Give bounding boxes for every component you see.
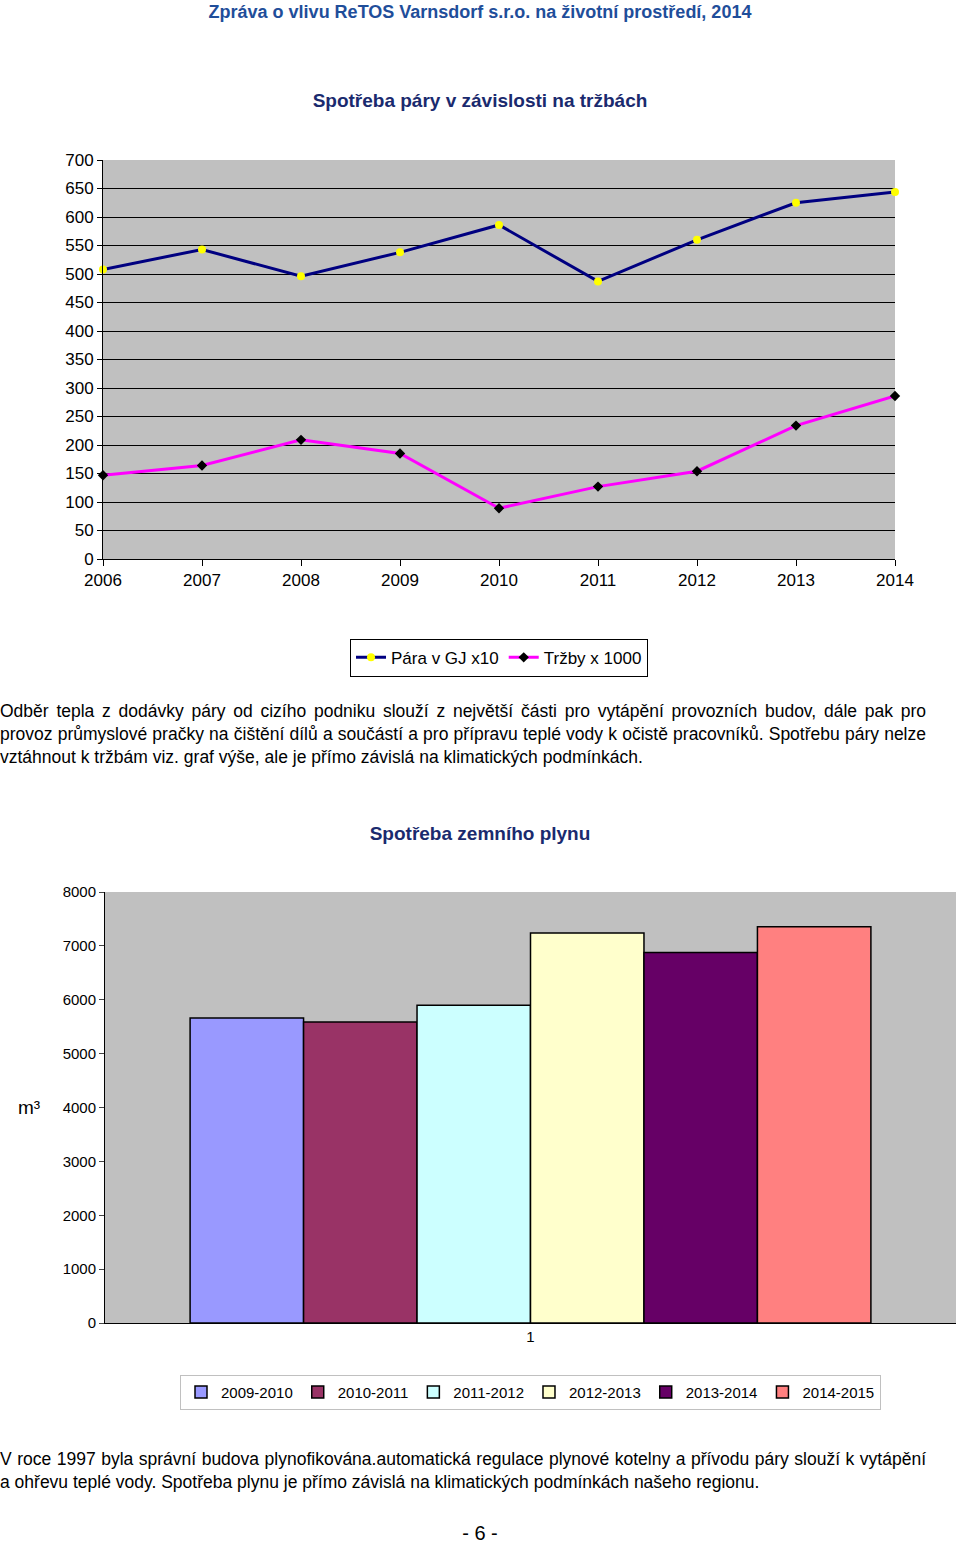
svg-text:400: 400 <box>65 322 93 341</box>
svg-text:2010-2011: 2010-2011 <box>338 1384 409 1401</box>
svg-text:Spotřeba zemního plynu: Spotřeba zemního plynu <box>370 823 591 844</box>
svg-text:500: 500 <box>65 265 93 284</box>
svg-text:2011-2012: 2011-2012 <box>453 1384 524 1401</box>
svg-text:2013: 2013 <box>777 571 815 590</box>
svg-text:600: 600 <box>65 208 93 227</box>
svg-text:Tržby x 1000: Tržby x 1000 <box>544 649 642 668</box>
svg-text:50: 50 <box>75 521 94 540</box>
svg-text:Pára v GJ x10: Pára v GJ x10 <box>391 649 499 668</box>
svg-text:2007: 2007 <box>183 571 221 590</box>
svg-text:m³: m³ <box>18 1097 40 1118</box>
html-text:V roce 1997 byla správní budov: V roce 1997 byla správní budova plynofik… <box>0 1449 926 1492</box>
svg-text:2014-2015: 2014-2015 <box>802 1384 874 1401</box>
svg-text:250: 250 <box>65 407 93 426</box>
svg-text:4000: 4000 <box>63 1099 96 1116</box>
svg-text:200: 200 <box>65 436 93 455</box>
svg-text:2012-2013: 2012-2013 <box>569 1384 641 1401</box>
svg-text:8000: 8000 <box>63 883 96 900</box>
svg-text:0: 0 <box>84 550 93 569</box>
svg-text:1: 1 <box>526 1328 534 1345</box>
svg-text:350: 350 <box>65 350 93 369</box>
svg-text:650: 650 <box>65 179 93 198</box>
svg-text:450: 450 <box>65 293 93 312</box>
svg-text:2000: 2000 <box>63 1207 96 1224</box>
svg-text:100: 100 <box>65 493 93 512</box>
html-text:- 6 -: - 6 - <box>462 1522 498 1544</box>
svg-text:Spotřeba páry v závislosti na: Spotřeba páry v závislosti na tržbách <box>313 90 648 111</box>
svg-text:150: 150 <box>65 464 93 483</box>
svg-text:7000: 7000 <box>63 937 96 954</box>
svg-text:2011: 2011 <box>580 571 617 590</box>
svg-text:2009-2010: 2009-2010 <box>221 1384 293 1401</box>
svg-text:2014: 2014 <box>876 571 914 590</box>
svg-text:2012: 2012 <box>678 571 716 590</box>
svg-text:1000: 1000 <box>63 1260 96 1277</box>
svg-text:550: 550 <box>65 236 93 255</box>
html-text:Zpráva o vlivu ReTOS Varnsdorf: Zpráva o vlivu ReTOS Varnsdorf s.r.o. na… <box>208 2 752 22</box>
svg-text:6000: 6000 <box>63 991 96 1008</box>
svg-text:300: 300 <box>65 379 93 398</box>
svg-text:5000: 5000 <box>63 1045 96 1062</box>
svg-text:700: 700 <box>65 151 93 170</box>
svg-text:2006: 2006 <box>84 571 122 590</box>
html-text:Odběr tepla z dodávky páry od: Odběr tepla z dodávky páry od cizího pod… <box>0 701 926 767</box>
svg-text:3000: 3000 <box>63 1153 96 1170</box>
svg-text:2008: 2008 <box>282 571 320 590</box>
svg-text:2009: 2009 <box>381 571 419 590</box>
svg-text:2010: 2010 <box>480 571 518 590</box>
svg-text:0: 0 <box>88 1314 96 1331</box>
svg-text:2013-2014: 2013-2014 <box>686 1384 758 1401</box>
